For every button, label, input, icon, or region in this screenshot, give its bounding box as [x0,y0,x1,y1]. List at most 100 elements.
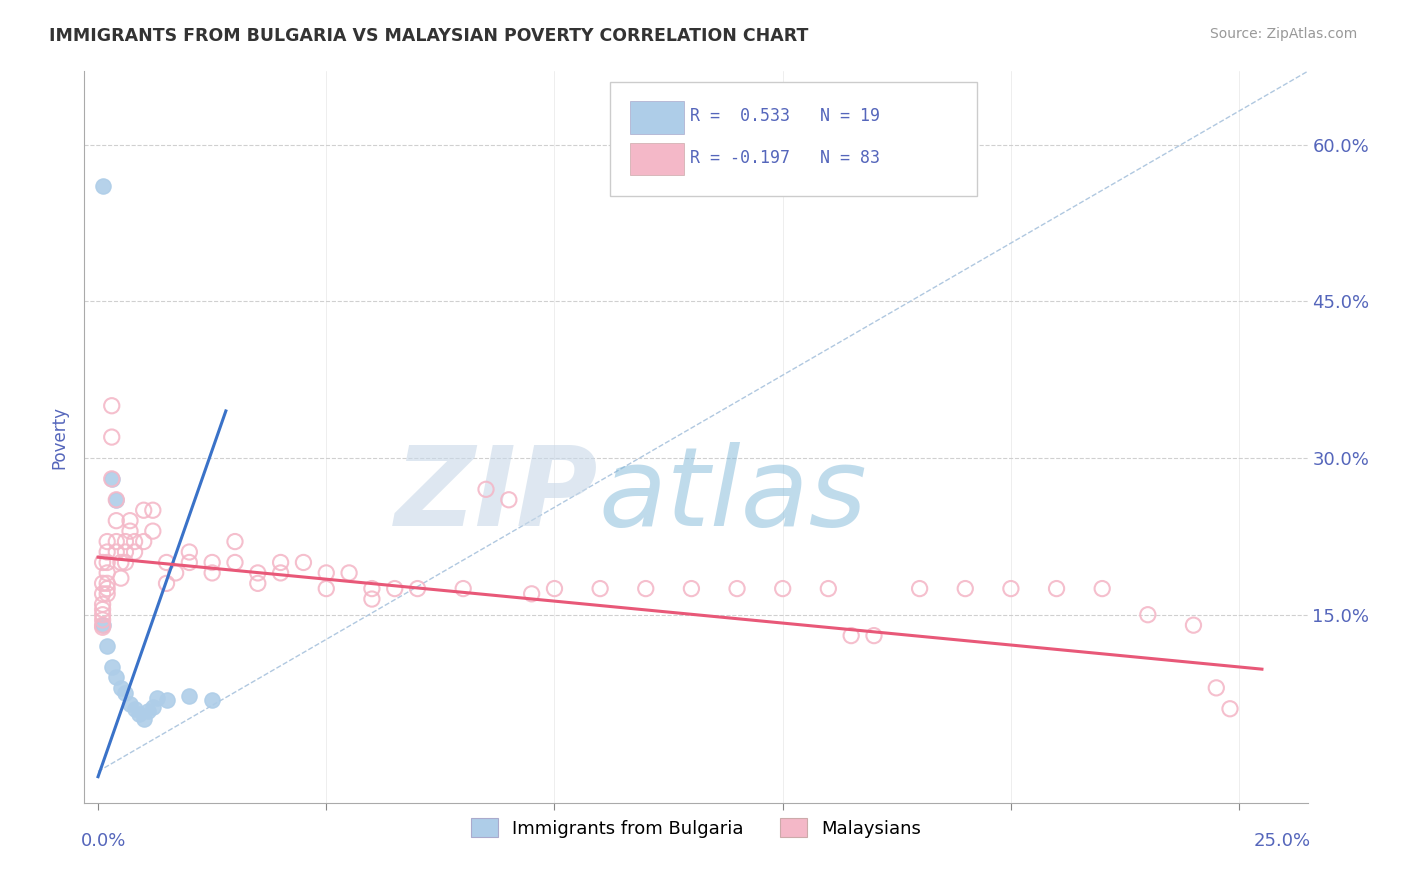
Point [201,566,224,580]
Point [270,556,292,570]
Point [543,582,565,596]
Point [96,576,118,591]
Point [96,556,118,570]
Point [146,691,169,706]
Point [110,571,132,585]
Point [105,514,128,528]
Point [839,629,862,643]
Point [91,618,114,632]
Point [634,582,657,596]
Point [475,483,498,497]
Point [292,556,315,570]
Point [114,556,136,570]
Point [118,697,141,711]
Point [142,503,165,517]
Point [91,597,114,611]
Point [908,582,931,596]
Point [91,607,114,622]
Point [1219,702,1241,716]
Point [91,602,114,616]
Point [246,566,269,580]
Point [406,582,429,596]
Point [201,556,224,570]
Point [96,639,118,653]
Point [114,545,136,559]
Point [224,534,246,549]
FancyBboxPatch shape [630,102,683,134]
Point [110,681,132,695]
Point [96,545,118,559]
Text: 0.0%: 0.0% [80,832,127,850]
Point [1205,681,1227,695]
Point [91,179,114,194]
Point [165,566,187,580]
Point [91,576,114,591]
Point [132,534,155,549]
Point [91,587,114,601]
Legend: Immigrants from Bulgaria, Malaysians: Immigrants from Bulgaria, Malaysians [464,811,928,845]
Point [132,712,155,726]
Point [118,524,141,538]
Point [96,587,118,601]
Point [863,629,886,643]
Text: ZIP: ZIP [395,442,598,549]
Point [179,545,201,559]
Text: 25.0%: 25.0% [1254,832,1312,850]
Point [124,534,146,549]
Text: R =  0.533   N = 19: R = 0.533 N = 19 [690,107,880,125]
Point [142,699,165,714]
Point [315,582,337,596]
Point [105,492,128,507]
Point [955,582,977,596]
Point [105,534,128,549]
Point [100,472,122,486]
Point [91,613,114,627]
Point [270,566,292,580]
Text: atlas: atlas [598,442,866,549]
Point [361,582,384,596]
Point [142,524,165,538]
Point [91,556,114,570]
Point [179,690,201,704]
Point [155,556,177,570]
Point [105,545,128,559]
Text: IMMIGRANTS FROM BULGARIA VS MALAYSIAN POVERTY CORRELATION CHART: IMMIGRANTS FROM BULGARIA VS MALAYSIAN PO… [49,27,808,45]
Point [179,556,201,570]
Point [772,582,794,596]
Point [114,534,136,549]
Point [136,704,159,718]
Point [118,514,141,528]
Point [124,702,146,716]
Point [155,576,177,591]
Point [1091,582,1114,596]
Point [384,582,406,596]
Point [100,399,122,413]
Point [96,534,118,549]
Point [224,556,246,570]
FancyBboxPatch shape [610,82,977,195]
Point [128,706,150,721]
Text: R = -0.197   N = 83: R = -0.197 N = 83 [690,149,880,167]
Point [817,582,839,596]
Point [315,566,337,580]
Point [110,556,132,570]
Point [201,693,224,707]
Point [725,582,748,596]
Point [589,582,612,596]
Point [132,503,155,517]
Point [451,582,474,596]
Point [1000,582,1022,596]
Point [105,670,128,684]
Point [1182,618,1205,632]
Point [91,618,114,632]
Point [1136,607,1159,622]
Text: Source: ZipAtlas.com: Source: ZipAtlas.com [1209,27,1357,41]
Point [100,660,122,674]
Point [155,693,177,707]
Point [1045,582,1067,596]
Point [100,472,122,486]
Point [337,566,360,580]
Point [96,582,118,596]
Point [520,587,543,601]
Point [124,545,146,559]
